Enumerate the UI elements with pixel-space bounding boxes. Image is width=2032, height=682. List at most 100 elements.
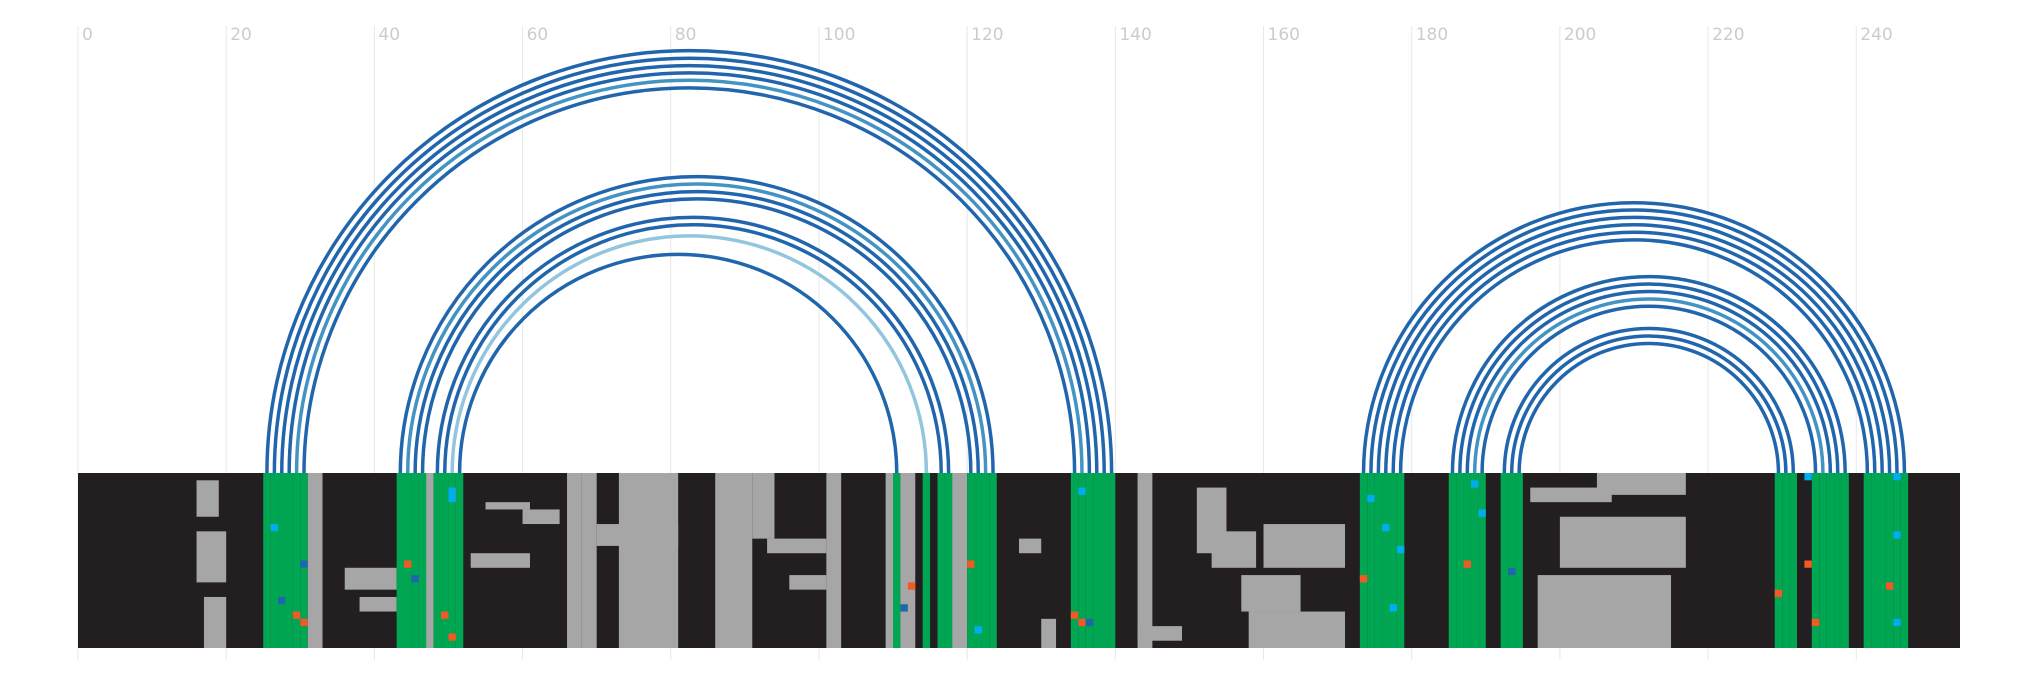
paired-column bbox=[270, 473, 279, 648]
arc bbox=[287, 71, 1092, 474]
paired-column bbox=[1359, 473, 1368, 648]
gap-block bbox=[522, 509, 560, 525]
variant-cell bbox=[1396, 545, 1405, 554]
paired-column bbox=[1107, 473, 1116, 648]
variant-cell bbox=[1078, 618, 1086, 627]
paired-column bbox=[922, 473, 931, 648]
arc bbox=[1472, 297, 1825, 474]
variant-cell bbox=[1463, 560, 1471, 568]
arc bbox=[265, 48, 1114, 474]
paired-column bbox=[1100, 473, 1108, 648]
variant-cell bbox=[278, 596, 286, 605]
paired-column bbox=[1789, 473, 1797, 648]
paired-column bbox=[396, 473, 405, 648]
paired-column bbox=[981, 473, 990, 648]
gap-block bbox=[1559, 516, 1686, 568]
paired-column bbox=[937, 473, 945, 648]
variant-cell bbox=[1893, 473, 1901, 481]
paired-column bbox=[1841, 473, 1849, 648]
gap-block bbox=[1248, 611, 1346, 648]
gap-block bbox=[885, 473, 916, 648]
x-tick-label: 80 bbox=[675, 25, 697, 45]
paired-column bbox=[1774, 473, 1783, 648]
variant-cell bbox=[1804, 473, 1812, 481]
variant-cell bbox=[1389, 604, 1397, 612]
arc bbox=[443, 223, 943, 474]
gap-block bbox=[1596, 473, 1686, 495]
variant-cell bbox=[1893, 531, 1901, 539]
gap-block bbox=[359, 596, 397, 612]
arc bbox=[405, 182, 988, 474]
variant-cell bbox=[411, 575, 419, 583]
arc bbox=[450, 234, 929, 474]
paired-column bbox=[1085, 473, 1094, 648]
variant-cell bbox=[1367, 494, 1375, 503]
paired-column bbox=[1382, 473, 1390, 648]
paired-column bbox=[1885, 473, 1894, 648]
gap-block bbox=[1241, 575, 1301, 612]
paired-column bbox=[1456, 473, 1464, 648]
paired-column bbox=[441, 473, 449, 648]
arc bbox=[1480, 304, 1818, 474]
gap-block bbox=[203, 596, 227, 648]
paired-column bbox=[292, 473, 301, 648]
variant-cell bbox=[441, 611, 449, 619]
variant-cell bbox=[300, 618, 308, 627]
paired-column bbox=[1782, 473, 1790, 648]
x-tick-label: 0 bbox=[82, 25, 93, 45]
gap-block bbox=[752, 473, 775, 539]
x-tick-label: 200 bbox=[1564, 25, 1596, 45]
variant-cell bbox=[1811, 618, 1820, 627]
paired-column bbox=[1900, 473, 1909, 648]
variant-cell bbox=[448, 487, 456, 495]
paired-column bbox=[1834, 473, 1842, 648]
paired-column bbox=[1448, 473, 1457, 648]
arc bbox=[420, 197, 973, 474]
arc bbox=[1509, 334, 1788, 474]
paired-column bbox=[433, 473, 442, 648]
variant-cell bbox=[404, 560, 412, 568]
paired-column bbox=[1470, 473, 1479, 648]
arc bbox=[1369, 208, 1899, 474]
x-tick-label: 160 bbox=[1268, 25, 1300, 45]
paired-column bbox=[944, 473, 953, 648]
paired-column bbox=[1508, 473, 1516, 648]
paired-column bbox=[448, 473, 456, 648]
paired-column bbox=[893, 473, 901, 648]
paired-column bbox=[1500, 473, 1509, 648]
arc bbox=[1384, 224, 1884, 474]
gap-block bbox=[1537, 575, 1672, 648]
x-tick-label: 140 bbox=[1119, 25, 1151, 45]
gap-block bbox=[1137, 473, 1153, 648]
x-tick-label: 180 bbox=[1416, 25, 1448, 45]
variant-cell bbox=[1774, 589, 1783, 597]
arc bbox=[398, 174, 995, 474]
paired-column bbox=[989, 473, 997, 648]
x-tick-label: 100 bbox=[823, 25, 855, 45]
arc bbox=[1376, 216, 1892, 474]
gap-block bbox=[767, 538, 827, 554]
x-tick-label: 20 bbox=[230, 25, 252, 45]
arc bbox=[1398, 239, 1870, 474]
x-tick-label: 240 bbox=[1860, 25, 1892, 45]
variant-cell bbox=[300, 560, 308, 568]
variant-cell bbox=[1508, 567, 1516, 576]
gap-block bbox=[1263, 524, 1346, 568]
variant-cell bbox=[1885, 582, 1894, 590]
paired-column bbox=[1367, 473, 1375, 648]
paired-column bbox=[1811, 473, 1820, 648]
gap-block bbox=[1530, 487, 1612, 503]
arc bbox=[435, 215, 951, 474]
gap-block bbox=[470, 553, 530, 568]
gap-block bbox=[307, 473, 323, 648]
paired-column bbox=[1389, 473, 1397, 648]
paired-column bbox=[1819, 473, 1827, 648]
arc bbox=[280, 63, 1099, 474]
paired-column bbox=[1396, 473, 1405, 648]
arc bbox=[1450, 274, 1847, 474]
variant-cell bbox=[270, 524, 279, 532]
x-tick-label: 40 bbox=[378, 25, 400, 45]
paired-column bbox=[1826, 473, 1835, 648]
gap-block bbox=[1019, 538, 1042, 554]
